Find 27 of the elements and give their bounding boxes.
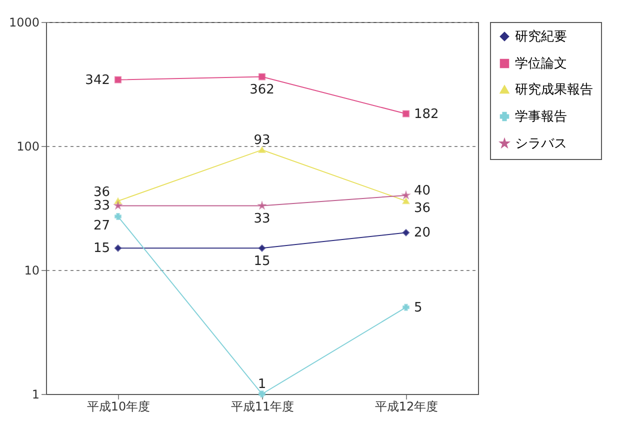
data-label: 36 <box>414 201 431 216</box>
x-tick-label: 平成10年度 <box>86 400 150 414</box>
y-tick-label: 10 <box>24 264 40 278</box>
y-tick-label: 1 <box>32 388 40 402</box>
data-label: 40 <box>414 183 431 198</box>
y-tick-label: 1000 <box>8 16 40 30</box>
data-label: 1 <box>258 377 266 392</box>
data-label: 362 <box>250 82 274 98</box>
data-label: 182 <box>414 106 439 122</box>
legend-label: 研究紀要 <box>515 30 567 44</box>
y-tick-label: 100 <box>16 140 40 154</box>
data-label: 15 <box>254 254 270 270</box>
data-label: 342 <box>85 72 110 88</box>
legend-label: 学事報告 <box>515 110 567 124</box>
data-label: 5 <box>414 300 422 316</box>
data-label: 20 <box>414 226 431 241</box>
data-label: 36 <box>93 185 110 200</box>
legend-label: 研究成果報告 <box>515 82 593 98</box>
data-label: 33 <box>254 212 270 227</box>
legend-label: 学位論文 <box>515 56 567 72</box>
legend-label: シラバス <box>515 136 567 152</box>
data-label: 93 <box>254 132 270 148</box>
x-tick-label: 平成11年度 <box>230 400 294 414</box>
data-label: 27 <box>93 218 110 234</box>
data-label: 15 <box>93 241 110 256</box>
x-tick-label: 平成12年度 <box>374 400 438 414</box>
data-label: 33 <box>93 198 110 214</box>
